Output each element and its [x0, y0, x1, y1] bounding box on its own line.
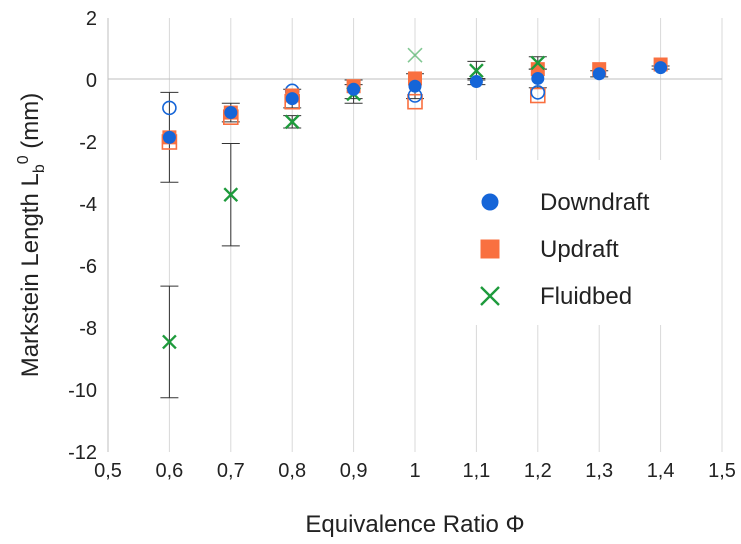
data-point-fluidbed-open	[407, 47, 423, 63]
data-point-downdraft	[469, 75, 483, 89]
data-markers	[161, 47, 668, 350]
y-tick-label: -10	[68, 380, 97, 402]
x-axis-title: Equivalence Ratio Φ	[305, 511, 524, 538]
x-tick-label: 0,5	[94, 460, 122, 482]
x-tick-label: 1,3	[585, 460, 613, 482]
data-point-fluidbed	[469, 63, 484, 79]
x-tick-label: 1,1	[462, 460, 490, 482]
y-tick-label: 0	[86, 70, 97, 92]
x-tick-label: 1,4	[647, 460, 675, 482]
y-tick-label: -4	[79, 194, 97, 216]
legend-marker-downdraft	[481, 193, 499, 211]
y-axis-title-superscript: 0	[15, 155, 32, 164]
legend-label-downdraft: Downdraft	[540, 189, 650, 216]
data-point-fluidbed	[530, 55, 546, 71]
legend-marker-fluidbed	[480, 286, 500, 306]
x-tick-label: 0,8	[278, 460, 306, 482]
x-tick-label: 1	[409, 460, 420, 482]
legend-label-fluidbed: Fluidbed	[540, 283, 632, 310]
x-tick-label: 0,9	[340, 460, 368, 482]
y-axis-title-unit: (mm)	[17, 93, 44, 156]
data-point-downdraft	[531, 71, 545, 85]
y-axis-title-main: Markstein Length L	[17, 173, 44, 377]
y-tick-label: -2	[79, 132, 97, 154]
data-point-downdraft	[592, 67, 606, 81]
legend-label-updraft: Updraft	[540, 236, 619, 263]
y-tick-label: 2	[86, 8, 97, 30]
x-tick-label: 0,7	[217, 460, 245, 482]
data-point-downdraft	[654, 61, 668, 75]
y-tick-labels: 2 0 -2 -4 -6 -8 -10 -12	[68, 8, 97, 464]
legend-marker-updraft	[480, 239, 500, 259]
legend: Downdraft Updraft Fluidbed	[458, 160, 690, 325]
x-tick-label: 0,6	[155, 460, 183, 482]
data-point-fluidbed	[223, 187, 239, 203]
y-axis-title-subscript: b	[31, 164, 48, 173]
x-tick-label: 1,2	[524, 460, 552, 482]
data-point-fluidbed	[284, 114, 300, 130]
x-tick-labels: 0,5 0,6 0,7 0,8 0,9 1 1,1 1,2 1,3 1,4 1,5	[94, 460, 736, 482]
y-tick-label: -12	[68, 442, 97, 464]
data-point-downdraft-open	[162, 100, 177, 116]
y-tick-label: -8	[79, 318, 97, 340]
data-point-downdraft	[285, 92, 299, 106]
data-point-downdraft	[408, 79, 422, 93]
data-point-downdraft	[347, 82, 361, 96]
data-point-fluidbed	[162, 334, 177, 350]
y-axis-title: Markstein Length Lb0 (mm)	[15, 93, 48, 378]
x-tick-label: 1,5	[708, 460, 736, 482]
data-point-updraft-open	[529, 87, 546, 104]
data-point-downdraft	[224, 106, 238, 120]
data-point-downdraft-open	[530, 85, 546, 100]
y-tick-label: -6	[79, 256, 97, 278]
data-point-downdraft	[162, 130, 176, 144]
data-point-updraft-open	[407, 93, 423, 110]
